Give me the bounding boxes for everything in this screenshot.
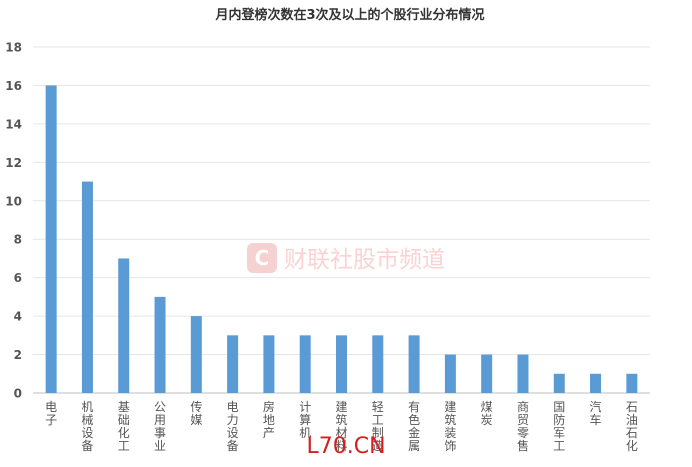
x-tick-label: 房地产 xyxy=(263,399,275,440)
bar xyxy=(481,354,493,393)
watermark-text: 财联社股市频道 xyxy=(284,247,445,273)
y-tick-label: 4 xyxy=(14,310,22,324)
y-tick-label: 16 xyxy=(5,79,22,93)
y-tick-label: 10 xyxy=(5,194,22,208)
watermark-logo-icon xyxy=(247,243,277,273)
bar xyxy=(154,296,166,393)
x-tick-label: 汽车 xyxy=(590,399,602,427)
x-tick-label: 建筑材料 xyxy=(335,400,347,453)
x-tick-label: 机械设备 xyxy=(81,400,93,453)
y-tick-label: 18 xyxy=(5,41,22,55)
bar xyxy=(227,335,239,393)
x-tick-label: 建筑装饰 xyxy=(444,400,456,453)
bar xyxy=(372,335,384,393)
x-tick-label: 基础化工 xyxy=(118,400,130,453)
x-tick-label: 国防军工 xyxy=(553,400,565,453)
bar xyxy=(190,316,202,393)
watermark-logo-letter: C xyxy=(255,246,270,270)
chart-title: 月内登榜次数在3次及以上的个股行业分布情况 xyxy=(214,7,484,23)
overlay-text: L70.CN xyxy=(306,434,385,459)
x-tick-label: 传媒 xyxy=(190,399,202,427)
bar xyxy=(336,335,347,393)
watermark: C 财联社股市频道 xyxy=(247,243,445,273)
x-tick-label: 商贸零售 xyxy=(517,399,529,453)
y-tick-label: 2 xyxy=(14,348,22,362)
bar xyxy=(299,335,311,393)
y-tick-label: 12 xyxy=(5,156,22,170)
x-tick-label: 石油石化 xyxy=(626,400,638,453)
bar xyxy=(626,373,638,393)
bar xyxy=(408,335,420,393)
bar xyxy=(45,85,57,393)
y-tick-label: 6 xyxy=(14,271,22,285)
bar xyxy=(81,181,93,393)
x-tick-label: 煤炭 xyxy=(481,400,493,427)
bar xyxy=(590,373,602,393)
x-tick-label: 计算机 xyxy=(299,400,311,440)
bar xyxy=(444,354,456,393)
bar xyxy=(517,354,529,393)
y-tick-label: 14 xyxy=(5,117,22,131)
y-tick-label: 0 xyxy=(14,387,22,401)
bar xyxy=(553,373,565,393)
x-tick-label: 电子 xyxy=(45,400,57,427)
y-tick-label: 8 xyxy=(14,233,22,247)
x-tick-label: 有色金属 xyxy=(408,400,420,453)
x-tick-label: 公用事业 xyxy=(154,400,166,453)
x-tick-label: 电力设备 xyxy=(227,400,239,453)
bar xyxy=(263,335,275,393)
x-tick-label: 轻工制造 xyxy=(372,400,384,453)
bar xyxy=(118,258,130,393)
